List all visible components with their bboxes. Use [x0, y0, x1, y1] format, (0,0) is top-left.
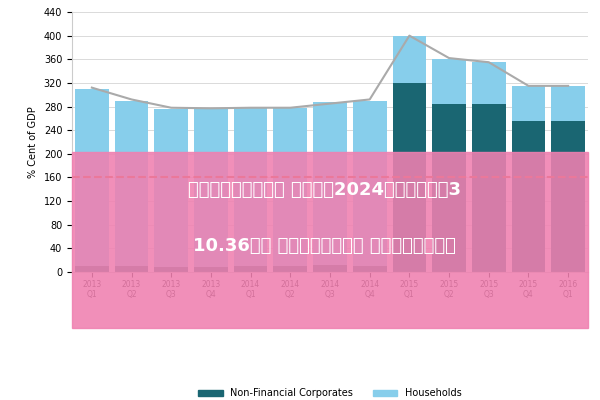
Bar	[115, 101, 148, 266]
Bar	[472, 104, 506, 272]
Bar	[313, 102, 347, 265]
Bar	[432, 104, 466, 272]
Bar	[313, 265, 347, 272]
Bar	[353, 101, 386, 266]
Bar	[75, 266, 109, 272]
Bar	[274, 266, 307, 272]
Bar	[432, 59, 466, 104]
Bar	[353, 266, 386, 272]
Bar	[512, 121, 545, 272]
Bar	[472, 62, 506, 104]
Bar	[551, 121, 585, 272]
Bar	[551, 86, 585, 121]
Bar	[274, 108, 307, 266]
Bar	[392, 36, 426, 83]
Bar	[234, 266, 268, 272]
Bar	[194, 109, 228, 267]
Bar	[512, 86, 545, 121]
Bar	[154, 109, 188, 267]
Bar	[392, 83, 426, 272]
Text: 股市怎么加杠杆交易 永达汽车2024年上华年营卦3: 股市怎么加杠杆交易 永达汽车2024年上华年营卦3	[187, 181, 461, 199]
Bar	[115, 266, 148, 272]
Bar	[194, 267, 228, 272]
Y-axis label: % Cent of GDP: % Cent of GDP	[28, 106, 38, 178]
Text: 10.36亿元 各项业务稳健运营 降本增效效果显著: 10.36亿元 各项业务稳健运营 降本增效效果显著	[193, 237, 455, 255]
Bar	[154, 267, 188, 272]
Bar	[234, 106, 268, 266]
Bar	[75, 89, 109, 266]
